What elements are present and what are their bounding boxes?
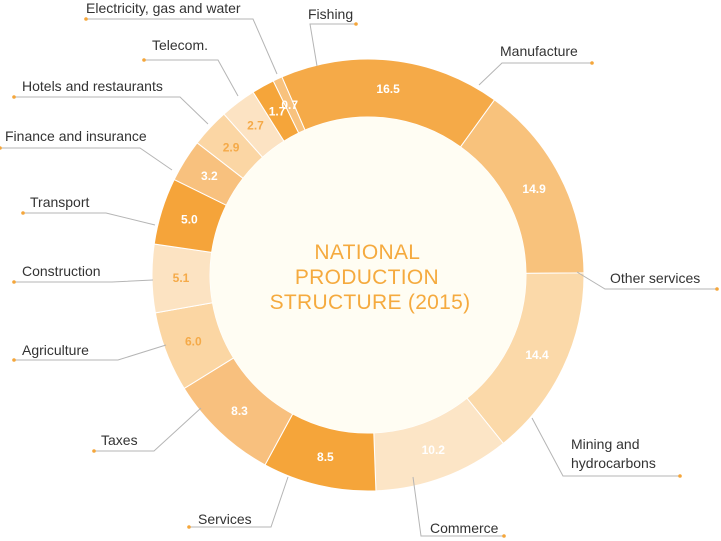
value-label: 3.2 bbox=[201, 169, 218, 183]
value-label: 14.4 bbox=[525, 348, 549, 362]
value-labels: 16.5 14.9 14.4 10.2 8.5 8.3 6.0 5.1 5.0 3.2 2.9 2.7… bbox=[173, 82, 549, 464]
value-label: 1.7 bbox=[269, 105, 286, 119]
leader-line bbox=[144, 59, 239, 97]
leader-dot bbox=[187, 525, 191, 529]
category-label: Manufacture bbox=[500, 43, 578, 59]
leader-dot bbox=[590, 61, 594, 65]
leader-dot bbox=[12, 280, 16, 284]
leader-dot bbox=[502, 534, 506, 538]
chart-title-line-3: STRUCTURE (2015) bbox=[270, 291, 471, 314]
leader-dot bbox=[0, 146, 2, 150]
value-label: 5.1 bbox=[173, 271, 190, 285]
leader-line bbox=[189, 476, 289, 528]
value-label: 8.5 bbox=[317, 450, 334, 464]
category-label: Agriculture bbox=[22, 342, 89, 358]
leader-line bbox=[14, 344, 167, 361]
value-label: 16.5 bbox=[376, 82, 400, 96]
category-label: Transport bbox=[30, 194, 90, 210]
category-label: Commerce bbox=[430, 520, 499, 536]
leader-line bbox=[309, 23, 356, 67]
category-label: Telecom. bbox=[152, 37, 208, 53]
value-label: 0.7 bbox=[281, 98, 298, 112]
leader-line bbox=[94, 407, 202, 452]
value-label: 5.0 bbox=[181, 213, 198, 227]
leader-dot bbox=[84, 17, 88, 21]
value-label: 6.0 bbox=[185, 335, 202, 349]
leader-line bbox=[576, 271, 717, 290]
category-label: Services bbox=[198, 511, 252, 527]
chart-title-line-2: PRODUCTION bbox=[295, 266, 439, 289]
leader-line bbox=[14, 279, 154, 283]
category-label: Electricity, gas and water bbox=[86, 0, 241, 16]
value-label: 14.9 bbox=[522, 182, 546, 196]
value-label: 2.7 bbox=[247, 119, 264, 133]
value-label: 8.3 bbox=[231, 404, 248, 418]
category-labels: Manufacture Other services Mining and hydro… bbox=[5, 0, 700, 536]
leader-line bbox=[478, 62, 592, 86]
category-label: Construction bbox=[22, 263, 101, 279]
category-label: Fishing bbox=[308, 6, 353, 22]
leader-line bbox=[86, 18, 278, 75]
leader-line bbox=[0, 147, 173, 171]
category-label: Hotels and restaurants bbox=[22, 78, 163, 94]
category-label: Mining and hydrocarbons bbox=[571, 436, 656, 471]
category-label: Other services bbox=[610, 270, 700, 286]
leader-dot bbox=[12, 358, 16, 362]
leader-dot bbox=[354, 22, 358, 26]
leader-dot bbox=[21, 211, 25, 215]
category-label: Taxes bbox=[101, 432, 138, 448]
leader-dot bbox=[715, 287, 719, 291]
value-label: 10.2 bbox=[422, 443, 446, 457]
chart-title-line-1: NATIONAL bbox=[314, 241, 419, 264]
leader-line bbox=[531, 417, 680, 477]
leader-line bbox=[412, 476, 504, 537]
category-label: Finance and insurance bbox=[5, 128, 147, 144]
leader-dot bbox=[12, 95, 16, 99]
value-label: 2.9 bbox=[223, 141, 240, 155]
leader-line bbox=[23, 212, 156, 226]
leader-dot bbox=[92, 449, 96, 453]
leader-line bbox=[14, 96, 209, 125]
leader-lines bbox=[0, 17, 719, 538]
chart-title: NATIONAL PRODUCTION STRUCTURE (2015) bbox=[270, 241, 471, 314]
center-disc bbox=[210, 117, 526, 433]
leader-dot bbox=[678, 474, 682, 478]
leader-dot bbox=[142, 58, 146, 62]
